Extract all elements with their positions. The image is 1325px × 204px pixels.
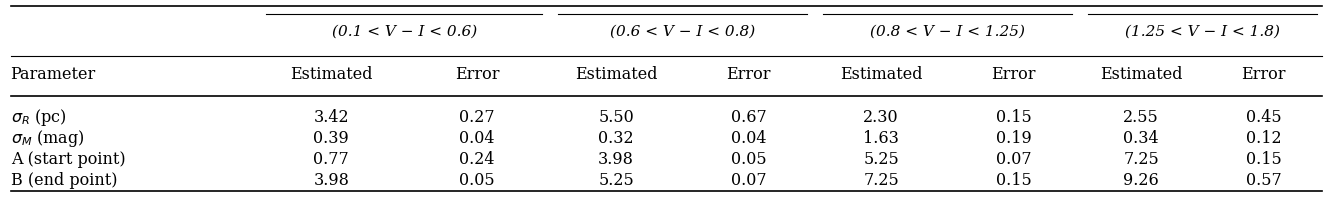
Text: Parameter: Parameter	[11, 67, 95, 83]
Text: (0.8 < V − I < 1.25): (0.8 < V − I < 1.25)	[871, 25, 1024, 39]
Text: A (start point): A (start point)	[11, 151, 126, 168]
Text: 0.27: 0.27	[460, 109, 494, 126]
Text: 5.50: 5.50	[599, 109, 633, 126]
Text: 0.07: 0.07	[731, 172, 766, 188]
Text: 0.24: 0.24	[460, 151, 494, 168]
Text: 0.57: 0.57	[1246, 172, 1281, 188]
Text: 3.42: 3.42	[314, 109, 348, 126]
Text: 1.63: 1.63	[863, 130, 900, 147]
Text: Estimated: Estimated	[575, 67, 657, 83]
Text: 0.15: 0.15	[996, 172, 1031, 188]
Text: 3.98: 3.98	[313, 172, 350, 188]
Text: Error: Error	[1242, 67, 1287, 83]
Text: 2.55: 2.55	[1124, 109, 1159, 126]
Text: 0.45: 0.45	[1246, 109, 1281, 126]
Text: $\sigma_M$ (mag): $\sigma_M$ (mag)	[11, 128, 83, 149]
Text: 0.15: 0.15	[1246, 151, 1281, 168]
Text: Error: Error	[726, 67, 771, 83]
Text: B (end point): B (end point)	[11, 172, 117, 188]
Text: 0.34: 0.34	[1124, 130, 1159, 147]
Text: 0.04: 0.04	[731, 130, 766, 147]
Text: 5.25: 5.25	[864, 151, 898, 168]
Text: 5.25: 5.25	[599, 172, 633, 188]
Text: 0.12: 0.12	[1246, 130, 1281, 147]
Text: (0.6 < V − I < 0.8): (0.6 < V − I < 0.8)	[610, 25, 755, 39]
Text: 0.32: 0.32	[599, 130, 633, 147]
Text: 2.30: 2.30	[864, 109, 898, 126]
Text: 0.67: 0.67	[731, 109, 766, 126]
Text: 0.15: 0.15	[996, 109, 1031, 126]
Text: 9.26: 9.26	[1124, 172, 1159, 188]
Text: $\sigma_R$ (pc): $\sigma_R$ (pc)	[11, 108, 66, 129]
Text: (0.1 < V − I < 0.6): (0.1 < V − I < 0.6)	[331, 25, 477, 39]
Text: 0.07: 0.07	[996, 151, 1031, 168]
Text: 0.04: 0.04	[460, 130, 494, 147]
Text: 0.77: 0.77	[314, 151, 348, 168]
Text: 7.25: 7.25	[1124, 151, 1159, 168]
Text: Error: Error	[991, 67, 1036, 83]
Text: (1.25 < V − I < 1.8): (1.25 < V − I < 1.8)	[1125, 25, 1280, 39]
Text: Estimated: Estimated	[290, 67, 372, 83]
Text: Estimated: Estimated	[840, 67, 922, 83]
Text: Error: Error	[454, 67, 500, 83]
Text: 0.05: 0.05	[460, 172, 494, 188]
Text: Estimated: Estimated	[1100, 67, 1182, 83]
Text: 0.05: 0.05	[731, 151, 766, 168]
Text: 3.98: 3.98	[598, 151, 635, 168]
Text: 0.19: 0.19	[996, 130, 1031, 147]
Text: 7.25: 7.25	[864, 172, 898, 188]
Text: 0.39: 0.39	[314, 130, 348, 147]
